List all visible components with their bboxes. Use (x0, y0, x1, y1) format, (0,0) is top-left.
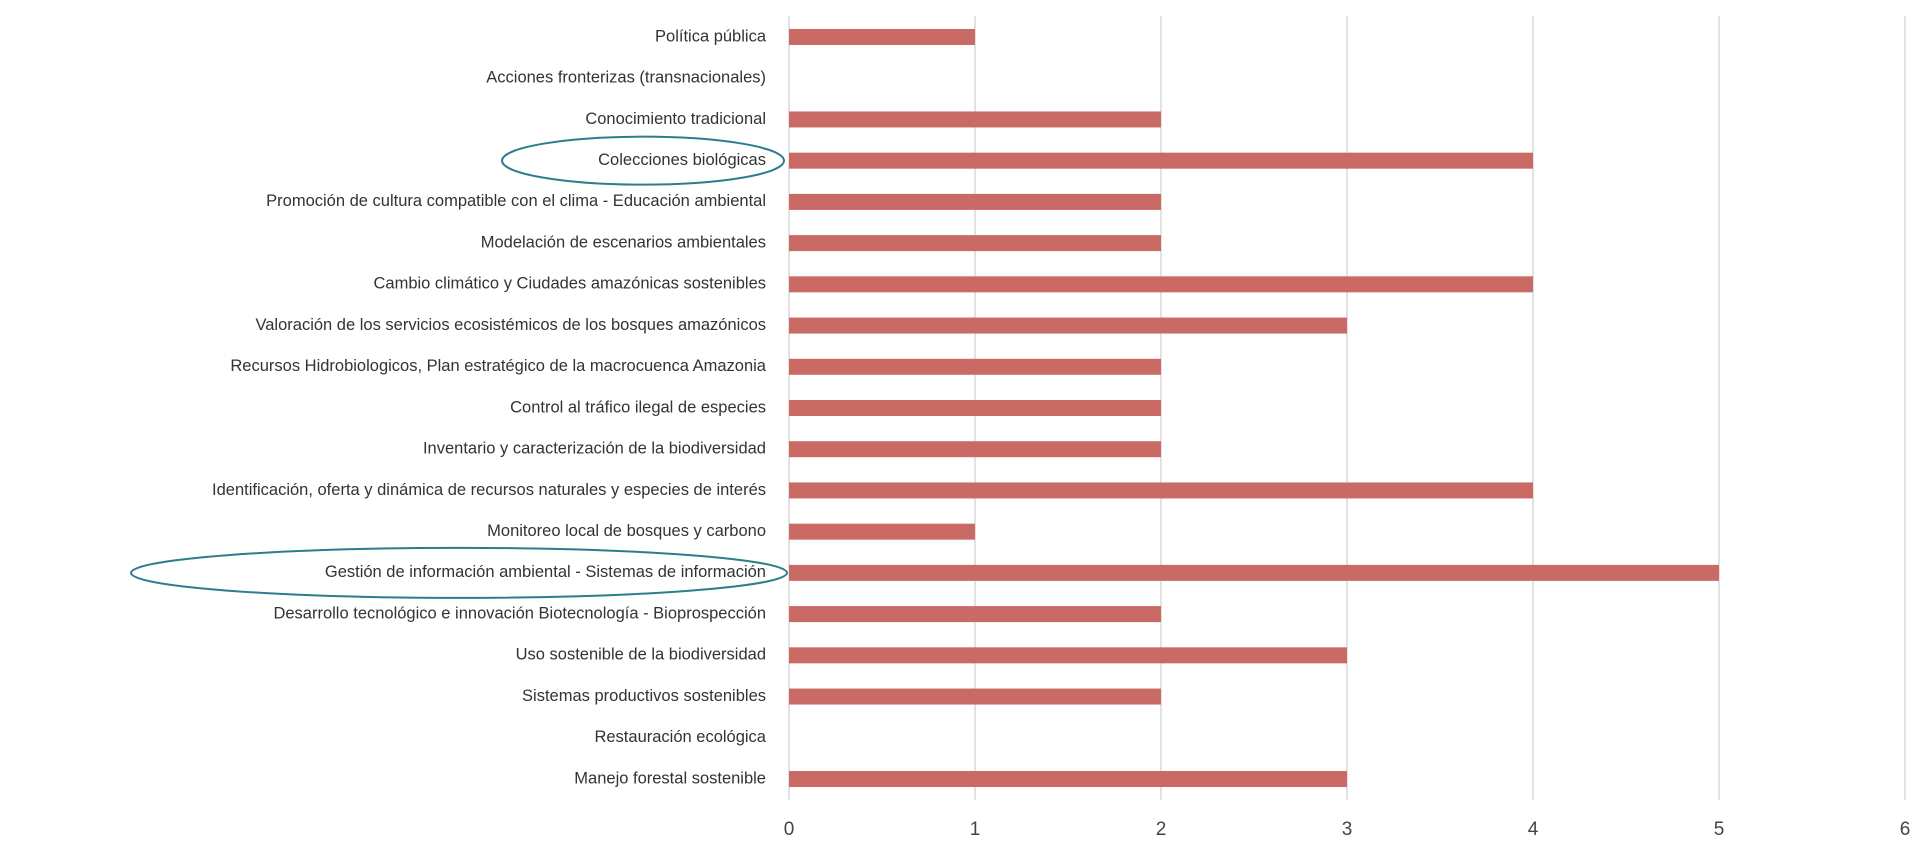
x-tick-label: 4 (1528, 819, 1539, 840)
y-tick-label: Valoración de los servicios ecosistémico… (255, 316, 766, 334)
bar (789, 564, 1719, 581)
y-tick-label: Monitoreo local de bosques y carbono (487, 522, 766, 540)
y-tick-label: Cambio climático y Ciudades amazónicas s… (373, 275, 766, 293)
bar (789, 358, 1161, 375)
x-tick-label: 2 (1156, 819, 1167, 840)
x-tick-label: 0 (784, 819, 795, 840)
y-tick-label: Colecciones biológicas (598, 151, 766, 169)
y-tick-label: Uso sostenible de la biodiversidad (516, 646, 766, 664)
bar (789, 482, 1533, 499)
x-tick-label: 5 (1714, 819, 1725, 840)
bar (789, 29, 975, 45)
highlight-ellipse (130, 546, 788, 599)
bar (789, 771, 1347, 787)
bar (789, 111, 1161, 128)
y-tick-label: Identificación, oferta y dinámica de rec… (212, 481, 766, 499)
y-tick-label: Control al tráfico ilegal de especies (510, 398, 766, 416)
bar (789, 152, 1533, 169)
y-tick-label: Inventario y caracterización de la biodi… (423, 440, 766, 458)
bar (789, 317, 1347, 334)
bar (789, 523, 975, 540)
highlight-ellipse (501, 135, 785, 186)
y-tick-label: Restauración ecológica (594, 728, 766, 746)
bar (789, 400, 1161, 416)
bar (789, 606, 1161, 623)
bar (789, 276, 1533, 293)
y-tick-label: Sistemas productivos sostenibles (522, 687, 766, 705)
x-tick-label: 3 (1342, 819, 1353, 840)
y-tick-label: Desarrollo tecnológico e innovación Biot… (273, 604, 766, 622)
bar (789, 193, 1161, 210)
x-tick-label: 6 (1900, 819, 1911, 840)
bar (789, 235, 1161, 252)
bar (789, 688, 1161, 705)
y-tick-label: Gestión de información ambiental - Siste… (325, 563, 766, 581)
y-tick-label: Recursos Hidrobiologicos, Plan estratégi… (230, 357, 766, 375)
y-tick-label: Manejo forestal sostenible (574, 769, 766, 787)
bar (789, 441, 1161, 458)
y-tick-label: Acciones fronterizas (transnacionales) (486, 69, 766, 87)
y-tick-label: Conocimiento tradicional (585, 110, 766, 128)
x-tick-label: 1 (970, 819, 981, 840)
bar (789, 647, 1347, 664)
y-tick-label: Promoción de cultura compatible con el c… (266, 192, 766, 210)
y-tick-label: Política pública (655, 27, 767, 45)
y-tick-label: Modelación de escenarios ambientales (481, 233, 766, 251)
